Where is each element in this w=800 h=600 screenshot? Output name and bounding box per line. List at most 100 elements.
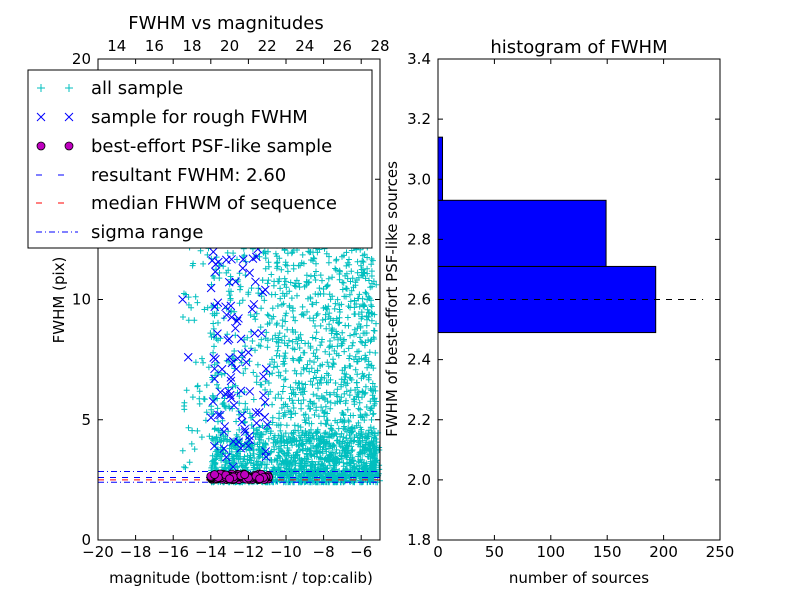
rough-sample-point xyxy=(237,410,247,420)
legend-marker-psf xyxy=(36,141,46,151)
left-y-tick-label: 5 xyxy=(81,411,91,429)
legend-label-all-sample: all sample xyxy=(91,78,183,99)
rough-sample-point xyxy=(219,444,229,453)
left-x-tick-label: −8 xyxy=(313,543,335,561)
reference-lines xyxy=(98,470,380,483)
rough-sample-point xyxy=(178,295,187,304)
rough-sample-point xyxy=(213,410,223,420)
rough-sample-point xyxy=(252,418,261,428)
all-sample-markers xyxy=(179,89,383,486)
rough-sample-point xyxy=(259,372,268,381)
rough-sample-point xyxy=(216,387,225,397)
left-x-top-tick-label: 20 xyxy=(220,37,239,55)
legend-label-median-fwhm: median FHWM of sequence xyxy=(91,193,337,214)
rough-sample-point xyxy=(238,255,248,264)
rough-sample-point xyxy=(213,298,223,308)
left-x-tick-label: −6 xyxy=(350,543,372,561)
rough-sample-point xyxy=(222,310,231,320)
right-panel: 0 50 100 150 200 250 1.8 2.0 2.2 2.4 2.6 2.8 3.0 3.2… xyxy=(383,37,734,587)
rough-sample-point xyxy=(210,441,219,451)
right-x-tick-label: 50 xyxy=(485,543,504,561)
rough-sample-point xyxy=(224,277,234,287)
rough-sample-point xyxy=(228,462,238,472)
rough-sample-point xyxy=(241,357,251,367)
rough-sample-point xyxy=(208,247,218,257)
rough-sample-point xyxy=(248,254,258,263)
rough-sample-point xyxy=(217,364,227,374)
psf-sample-point xyxy=(240,470,250,479)
rough-sample-point xyxy=(227,358,237,368)
rough-sample-point xyxy=(210,267,220,277)
left-x-ticks-top: 14 16 18 20 22 24 26 28 xyxy=(107,37,389,55)
rough-sample-point xyxy=(262,420,272,429)
right-y-tick-label: 1.8 xyxy=(407,531,431,549)
left-x-top-tick-label: 16 xyxy=(145,37,164,55)
left-x-tick-label: −10 xyxy=(270,543,302,561)
rough-sample-point xyxy=(220,422,230,431)
left-x-axis-label: magnitude (bottom:isnt / top:calib) xyxy=(109,569,373,587)
legend-marker-psf xyxy=(64,141,74,151)
rough-sample-point xyxy=(261,364,271,374)
legend-box xyxy=(27,69,373,249)
left-x-top-tick-label: 22 xyxy=(258,37,277,55)
right-y-tick-label: 2.4 xyxy=(407,351,431,369)
rough-sample-point xyxy=(224,334,234,344)
rough-sample-point xyxy=(258,287,268,297)
left-x-tick-label: −16 xyxy=(157,543,189,561)
left-x-top-tick-label: 14 xyxy=(107,37,126,55)
left-x-top-tick-label: 24 xyxy=(295,37,314,55)
rough-sample-point xyxy=(240,427,250,437)
rough-sample-point xyxy=(226,373,236,382)
rough-sample-point xyxy=(225,390,235,400)
psf-sample-points xyxy=(206,469,273,485)
psf-sample-point xyxy=(255,474,265,484)
right-y-tick-label: 2.2 xyxy=(407,411,431,429)
legend-marker-all-sample xyxy=(37,84,45,92)
left-panel: −20 −18 −16 −14 −12 −10 −8 −6 14 16 18 20 22 24 26 28 … xyxy=(27,13,390,587)
rough-sample-point xyxy=(244,348,253,357)
left-x-tick-label: −14 xyxy=(195,543,227,561)
right-x-axis-label: number of sources xyxy=(509,569,649,587)
rough-sample-point xyxy=(234,437,244,447)
right-y-tick-label: 2.6 xyxy=(407,291,431,309)
rough-sample-point xyxy=(237,417,247,427)
rough-sample-point xyxy=(261,452,271,462)
rough-sample-point xyxy=(251,408,261,417)
histogram-bar xyxy=(437,136,444,201)
rough-sample-point xyxy=(227,393,236,403)
rough-sample-point xyxy=(259,390,268,400)
right-chart-title: histogram of FWHM xyxy=(490,37,667,58)
rough-sample-point xyxy=(222,452,231,462)
left-x-top-tick-label: 18 xyxy=(182,37,201,55)
right-y-tick-label: 3.2 xyxy=(407,110,431,128)
left-x-top-tick-label: 28 xyxy=(370,37,389,55)
rough-sample-point xyxy=(245,435,255,445)
psf-sample-point xyxy=(210,470,219,479)
left-y-tick-label: 0 xyxy=(81,531,91,549)
rough-sample-point xyxy=(216,410,225,420)
rough-sample-point xyxy=(232,316,242,326)
rough-sample-point xyxy=(238,263,248,273)
rough-sample-point xyxy=(245,268,254,278)
rough-sample-points xyxy=(178,102,272,472)
right-y-tick-label: 3.4 xyxy=(407,50,431,68)
rough-sample-point xyxy=(247,304,257,314)
legend-marker-rough xyxy=(64,112,74,122)
left-x-ticks: −20 −18 −16 −14 −12 −10 −8 −6 xyxy=(82,59,372,561)
rough-sample-point xyxy=(207,256,217,265)
left-chart-title: FWHM vs magnitudes xyxy=(128,13,323,34)
left-y-tick-label: 20 xyxy=(72,50,91,68)
rough-sample-point xyxy=(226,301,236,311)
legend-markers xyxy=(36,84,78,233)
rough-sample-point xyxy=(183,352,193,362)
rough-sample-point xyxy=(210,374,219,384)
right-y-tick-label: 2.8 xyxy=(407,230,431,248)
left-y-tick-label: 10 xyxy=(72,291,91,309)
rough-sample-point xyxy=(257,328,266,338)
right-x-tick-label: 200 xyxy=(649,543,678,561)
left-x-tick-label: −18 xyxy=(120,543,152,561)
rough-sample-point xyxy=(210,302,220,312)
rough-sample-point xyxy=(251,277,260,287)
legend-marker-rough xyxy=(36,112,46,122)
